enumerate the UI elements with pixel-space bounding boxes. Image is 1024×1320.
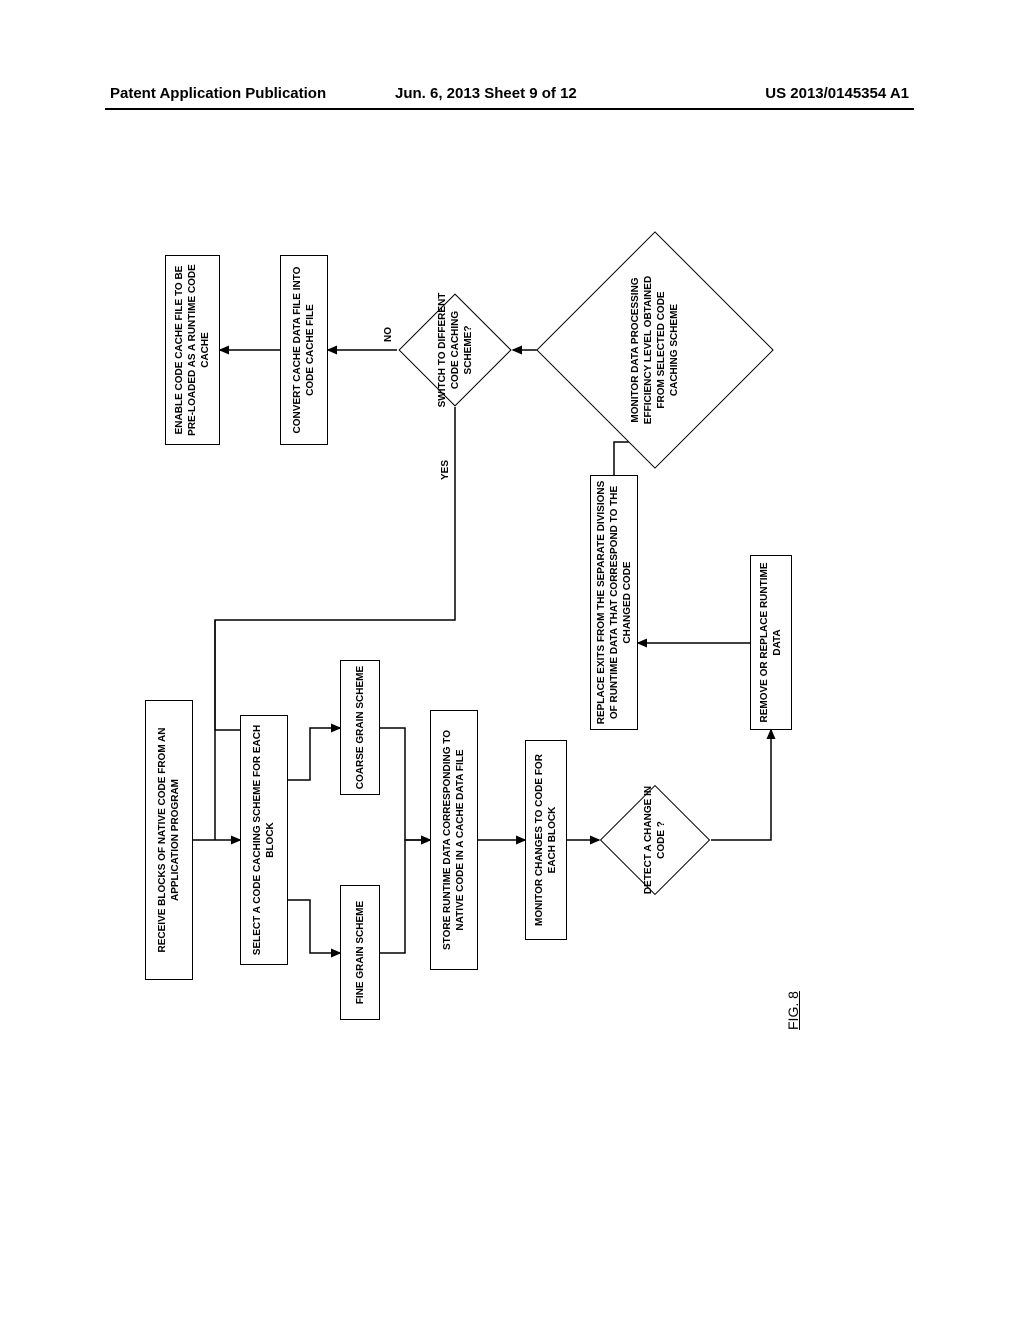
box-fine-text: FINE GRAIN SCHEME <box>354 901 367 1004</box>
box-store-text: STORE RUNTIME DATA CORRESPONDING TO NATI… <box>441 715 467 965</box>
label-yes: YES <box>440 460 451 480</box>
box-convert-text: CONVERT CACHE DATA FILE INTO CODE CACHE … <box>291 260 317 440</box>
box-fine: FINE GRAIN SCHEME <box>340 885 380 1020</box>
header-rule <box>105 108 914 110</box>
box-select-text: SELECT A CODE CACHING SCHEME FOR EACH BL… <box>251 720 277 960</box>
box-remove-replace-text: REMOVE OR REPLACE RUNTIME DATA <box>758 560 784 725</box>
flowchart-diagram: RECEIVE BLOCKS OF NATIVE CODE FROM AN AP… <box>85 210 945 1050</box>
header-center: Jun. 6, 2013 Sheet 9 of 12 <box>395 85 577 102</box>
header-right: US 2013/0145354 A1 <box>765 85 909 102</box>
box-coarse: COARSE GRAIN SCHEME <box>340 660 380 795</box>
box-enable-text: ENABLE CODE CACHE FILE TO BE PRE-LOADED … <box>173 260 212 440</box>
diamond-detect-change <box>600 785 710 895</box>
box-monitor-changes: MONITOR CHANGES TO CODE FOR EACH BLOCK <box>525 740 567 940</box>
box-select: SELECT A CODE CACHING SCHEME FOR EACH BL… <box>240 715 288 965</box>
box-receive: RECEIVE BLOCKS OF NATIVE CODE FROM AN AP… <box>145 700 193 980</box>
box-receive-text: RECEIVE BLOCKS OF NATIVE CODE FROM AN AP… <box>156 705 182 975</box>
label-no: NO <box>383 327 394 342</box>
box-enable: ENABLE CODE CACHE FILE TO BE PRE-LOADED … <box>165 255 220 445</box>
box-replace-exits-text: REPLACE EXITS FROM THE SEPARATE DIVISION… <box>595 480 634 725</box>
header-left: Patent Application Publication <box>110 85 326 102</box>
box-remove-replace: REMOVE OR REPLACE RUNTIME DATA <box>750 555 792 730</box>
box-store: STORE RUNTIME DATA CORRESPONDING TO NATI… <box>430 710 478 970</box>
diamond-switch <box>398 293 511 406</box>
box-replace-exits: REPLACE EXITS FROM THE SEPARATE DIVISION… <box>590 475 638 730</box>
box-monitor-changes-text: MONITOR CHANGES TO CODE FOR EACH BLOCK <box>533 745 559 935</box>
figure-label: FIG. 8 <box>785 991 801 1030</box>
box-coarse-text: COARSE GRAIN SCHEME <box>354 666 367 789</box>
box-convert: CONVERT CACHE DATA FILE INTO CODE CACHE … <box>280 255 328 445</box>
diamond-monitor-eff <box>536 231 774 469</box>
